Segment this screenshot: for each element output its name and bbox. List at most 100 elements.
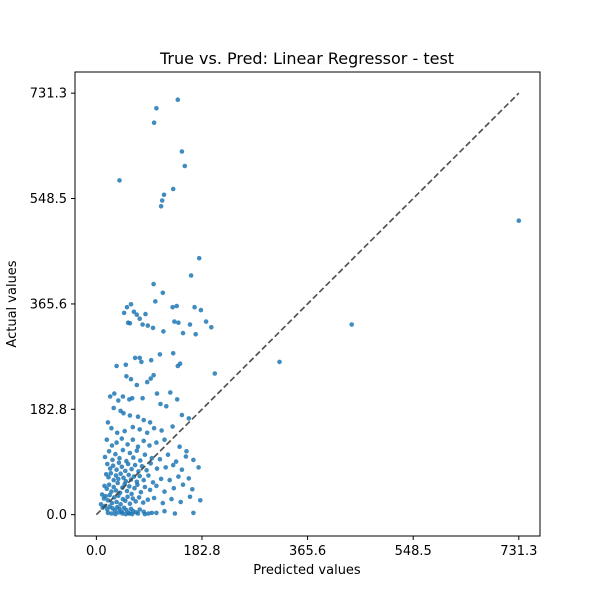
data-point bbox=[139, 359, 144, 365]
data-point bbox=[131, 455, 136, 460]
data-point bbox=[107, 466, 113, 471]
data-point bbox=[171, 485, 177, 491]
data-point bbox=[192, 304, 197, 310]
data-point bbox=[104, 486, 110, 492]
data-point bbox=[157, 352, 163, 357]
data-point bbox=[124, 374, 129, 379]
data-point bbox=[123, 511, 129, 517]
data-point bbox=[154, 106, 159, 111]
data-point bbox=[110, 463, 116, 469]
data-point bbox=[140, 322, 145, 327]
data-point bbox=[127, 450, 133, 456]
data-point bbox=[176, 474, 181, 479]
data-point bbox=[110, 457, 115, 463]
data-point bbox=[146, 511, 151, 516]
data-point bbox=[127, 413, 133, 418]
data-point bbox=[105, 461, 110, 467]
data-point bbox=[193, 332, 198, 337]
data-point bbox=[122, 428, 127, 434]
data-point bbox=[145, 323, 151, 328]
data-point bbox=[129, 511, 135, 517]
data-point bbox=[134, 382, 140, 388]
data-point bbox=[137, 427, 142, 432]
data-point bbox=[151, 281, 156, 287]
data-point bbox=[111, 484, 116, 490]
data-point bbox=[120, 511, 125, 516]
data-point bbox=[175, 97, 181, 102]
data-point bbox=[130, 424, 136, 430]
data-point bbox=[133, 499, 138, 504]
data-point bbox=[109, 425, 114, 431]
data-point bbox=[146, 473, 151, 478]
data-point bbox=[145, 497, 151, 503]
data-point bbox=[160, 290, 166, 296]
data-point bbox=[182, 163, 188, 169]
data-point bbox=[120, 447, 126, 453]
data-point bbox=[137, 473, 142, 479]
data-point bbox=[147, 420, 153, 425]
data-point bbox=[140, 395, 145, 401]
data-point bbox=[183, 454, 189, 459]
data-point bbox=[128, 302, 134, 307]
data-point bbox=[209, 325, 214, 330]
data-point bbox=[111, 405, 116, 411]
data-point bbox=[119, 436, 125, 441]
data-point bbox=[149, 510, 155, 516]
data-point bbox=[123, 468, 128, 474]
data-point bbox=[135, 482, 140, 488]
data-point bbox=[180, 482, 186, 488]
x-tick-label: 0.0 bbox=[86, 544, 107, 559]
data-point bbox=[109, 511, 114, 516]
data-point bbox=[277, 359, 282, 365]
data-point bbox=[163, 465, 168, 470]
data-point bbox=[116, 460, 122, 466]
data-point bbox=[154, 510, 159, 516]
data-point bbox=[127, 501, 133, 507]
data-point bbox=[198, 307, 204, 313]
data-point bbox=[147, 443, 152, 448]
data-point bbox=[127, 321, 133, 326]
data-point bbox=[137, 507, 142, 512]
data-point bbox=[135, 444, 141, 450]
y-tick-label: 0.0 bbox=[46, 508, 67, 523]
data-point bbox=[134, 312, 140, 318]
data-point bbox=[142, 511, 148, 517]
data-point bbox=[142, 452, 148, 458]
data-point bbox=[115, 480, 120, 486]
data-point bbox=[123, 498, 128, 504]
data-point bbox=[109, 489, 114, 494]
data-point bbox=[180, 330, 186, 336]
data-point bbox=[150, 480, 156, 485]
data-point bbox=[148, 357, 154, 363]
data-point bbox=[143, 311, 148, 317]
data-point bbox=[114, 440, 119, 445]
data-point bbox=[159, 428, 164, 433]
data-point bbox=[148, 376, 153, 381]
data-point bbox=[179, 149, 185, 154]
data-point bbox=[124, 304, 130, 310]
data-point bbox=[154, 483, 159, 489]
data-point bbox=[125, 494, 130, 500]
x-tick-label: 548.5 bbox=[395, 544, 432, 559]
data-point bbox=[98, 502, 104, 507]
data-point bbox=[126, 472, 131, 478]
y-tick-label: 548.5 bbox=[30, 192, 67, 207]
data-point bbox=[187, 494, 193, 500]
chart-title: True vs. Pred: Linear Regressor - test bbox=[159, 49, 454, 68]
data-point bbox=[107, 492, 112, 498]
data-point bbox=[111, 477, 116, 483]
data-point bbox=[125, 442, 130, 447]
x-axis-label: Predicted values bbox=[253, 563, 361, 578]
data-point bbox=[196, 465, 201, 470]
data-point bbox=[172, 319, 177, 324]
data-point bbox=[188, 273, 194, 278]
x-tick-label: 365.6 bbox=[289, 544, 326, 559]
data-point bbox=[164, 404, 169, 409]
data-point bbox=[105, 420, 111, 425]
data-point bbox=[135, 414, 141, 420]
data-point bbox=[103, 493, 108, 499]
data-point bbox=[108, 470, 114, 476]
data-point bbox=[178, 499, 183, 505]
data-point bbox=[129, 491, 134, 497]
data-point bbox=[132, 355, 138, 361]
